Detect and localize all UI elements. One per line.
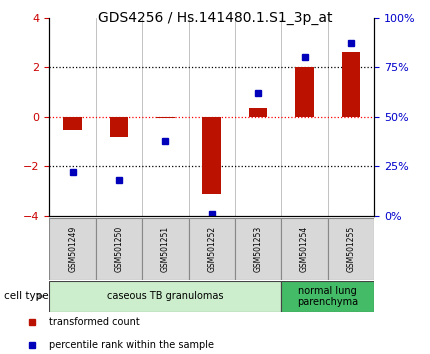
Text: GSM501253: GSM501253 [254,225,263,272]
Bar [281,281,374,312]
Bar [281,218,328,280]
Text: GSM501251: GSM501251 [161,225,170,272]
Text: GSM501250: GSM501250 [114,225,123,272]
Text: GSM501255: GSM501255 [347,225,356,272]
Text: GSM501249: GSM501249 [68,225,77,272]
Text: normal lung
parenchyma: normal lung parenchyma [297,286,358,307]
Bar [49,218,96,280]
Bar [328,218,374,280]
Text: caseous TB granulomas: caseous TB granulomas [107,291,224,302]
Bar [63,117,82,130]
Text: transformed count: transformed count [49,317,140,327]
Bar [156,117,175,118]
Text: percentile rank within the sample: percentile rank within the sample [49,340,214,350]
Text: GSM501252: GSM501252 [207,225,216,272]
Bar [189,218,235,280]
Bar [110,117,128,137]
Text: GDS4256 / Hs.141480.1.S1_3p_at: GDS4256 / Hs.141480.1.S1_3p_at [98,11,332,25]
Bar [235,218,281,280]
Bar [142,218,189,280]
Bar [342,52,360,117]
Bar [203,117,221,194]
Text: cell type: cell type [4,291,49,302]
Bar [249,108,267,117]
Bar [96,218,142,280]
Bar [295,67,314,117]
Text: GSM501254: GSM501254 [300,225,309,272]
Bar [49,281,281,312]
